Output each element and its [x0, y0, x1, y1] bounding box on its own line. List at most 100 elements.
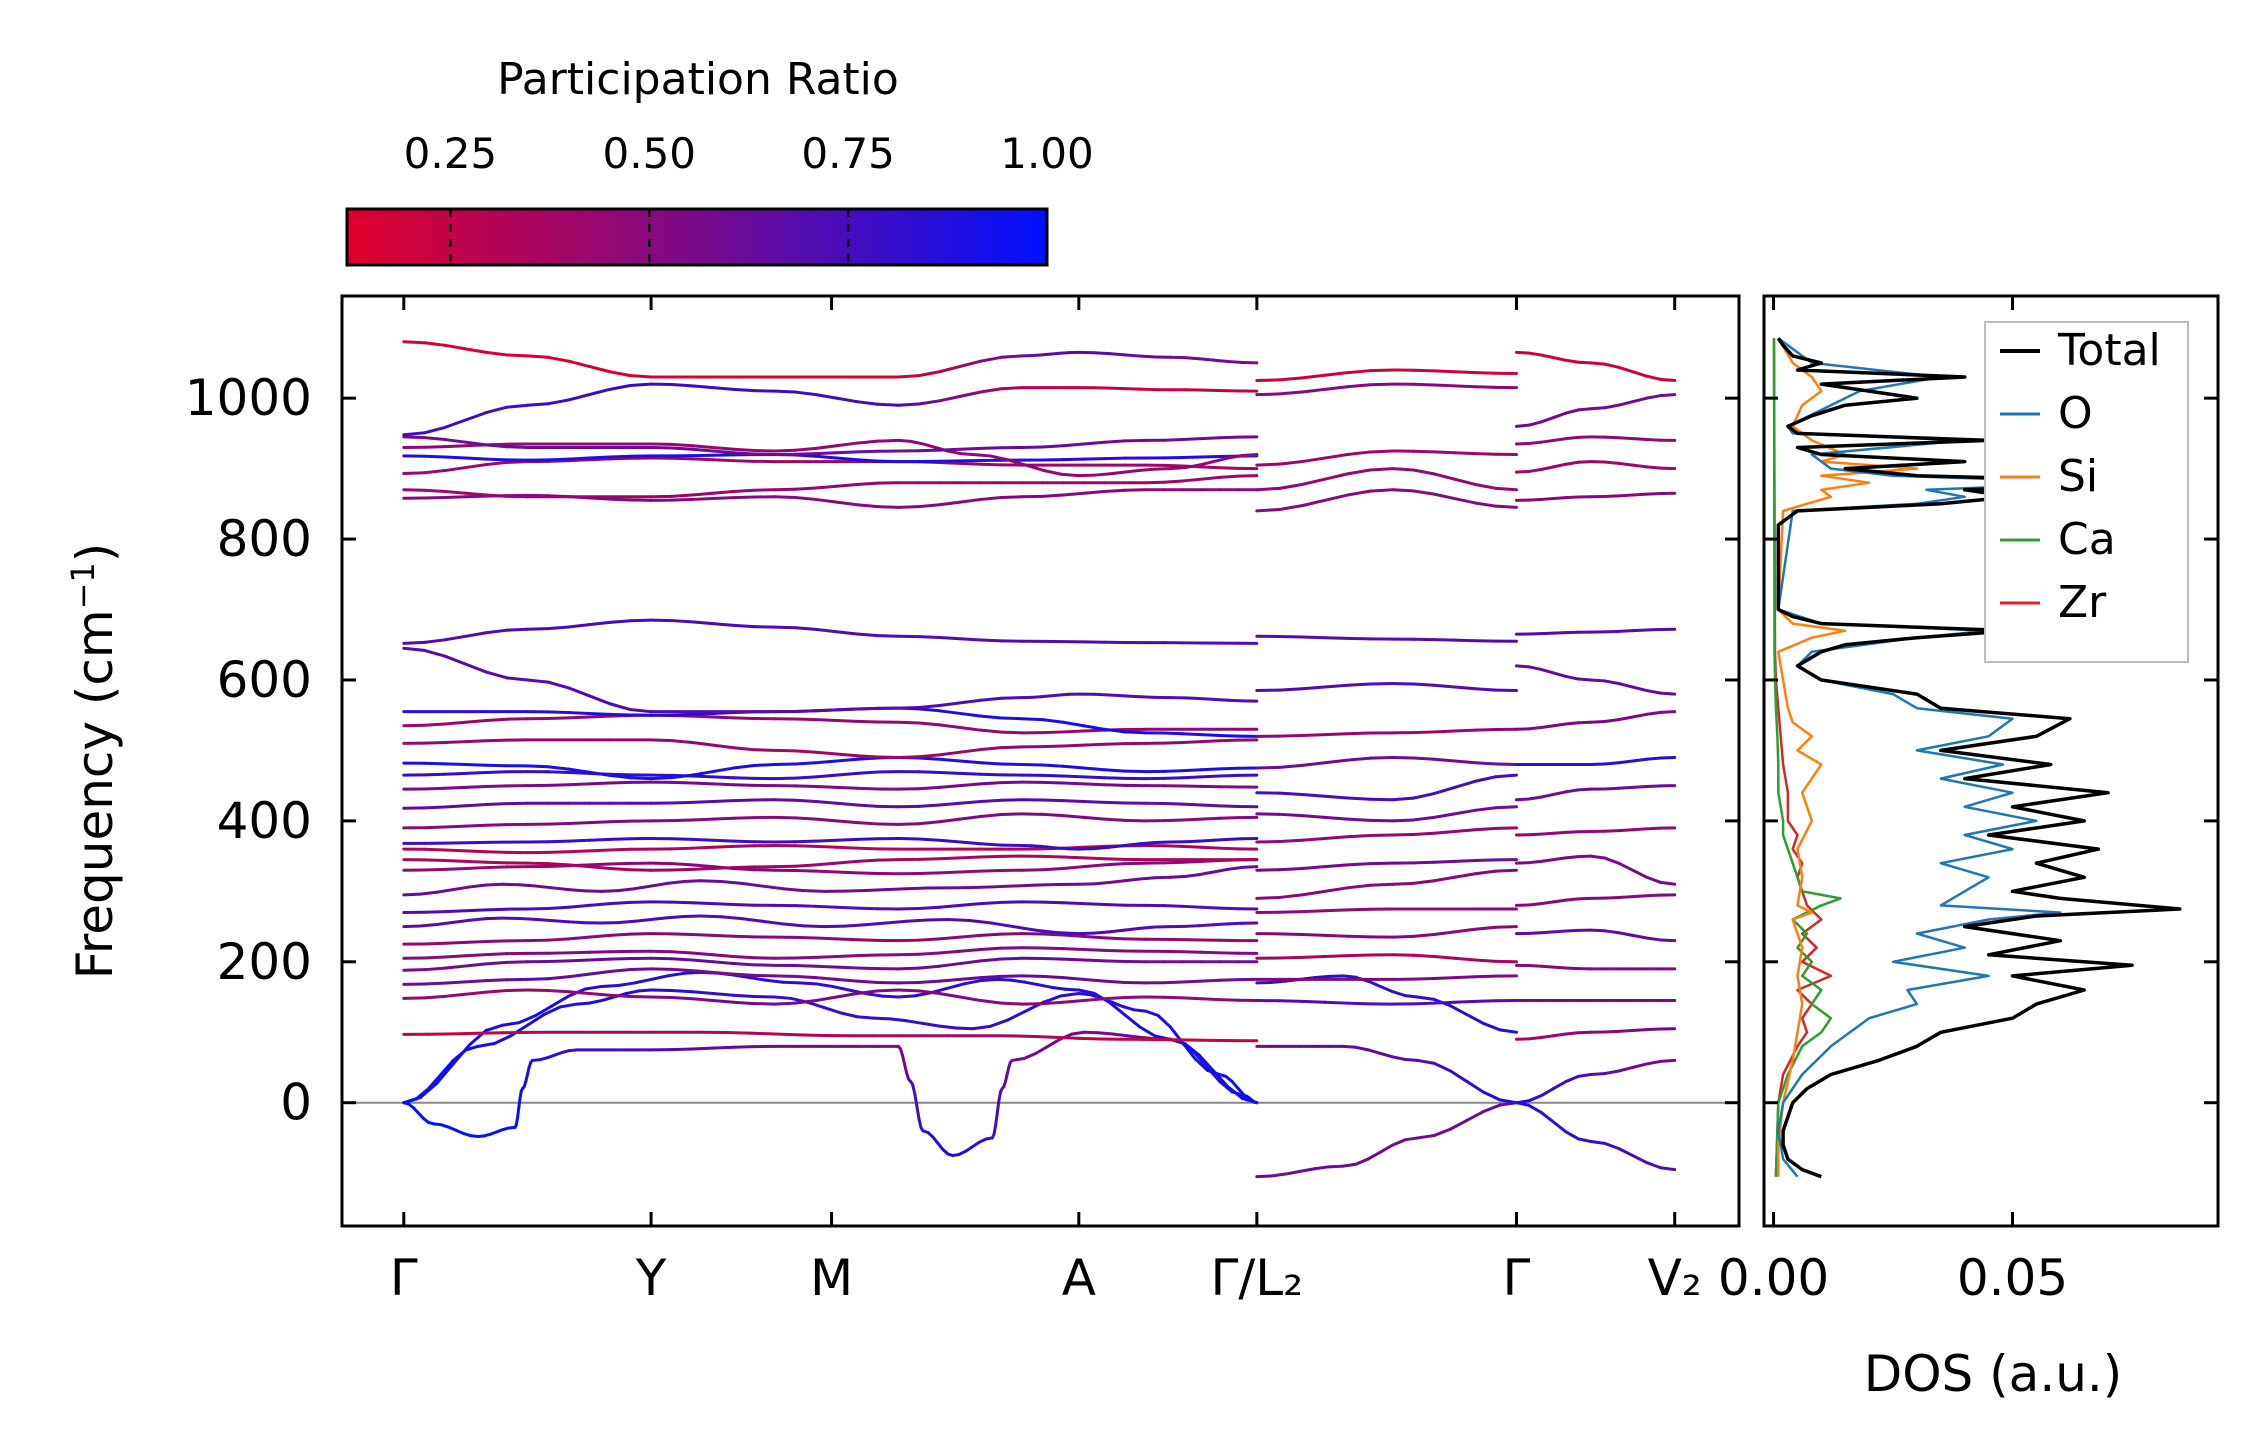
- band-segment: [896, 438, 913, 443]
- band-segment: [1659, 1166, 1677, 1172]
- band-segment: [1199, 803, 1222, 808]
- band-segment: [1092, 692, 1111, 697]
- band-segment: [958, 814, 983, 821]
- band-segment: [1212, 922, 1230, 927]
- band-segment: [1552, 790, 1568, 796]
- band-segment: [793, 955, 818, 960]
- band-segment: [1391, 796, 1415, 802]
- band-segment: [525, 678, 550, 684]
- band-seg3-17: [1514, 435, 1677, 446]
- band-segment: [979, 638, 1003, 643]
- band-segment: [670, 497, 694, 502]
- colorbar-tick-label: 0.75: [801, 129, 895, 178]
- band-segment: [1453, 999, 1477, 1004]
- band-segment: [1631, 685, 1649, 693]
- band-segment: [917, 837, 942, 842]
- band-segment: [1617, 400, 1635, 407]
- band-segment: [1589, 678, 1607, 683]
- band-segment: [1199, 816, 1222, 821]
- band-segment: [608, 619, 632, 624]
- band-segment: [835, 482, 859, 488]
- dos-x-tick-label: 0.05: [1957, 1249, 2068, 1307]
- band-segment: [917, 905, 942, 910]
- band-segment: [1603, 460, 1621, 465]
- x-tick-label: Y: [635, 1249, 667, 1307]
- band-segment: [1162, 438, 1185, 442]
- band-segment: [1617, 1065, 1635, 1073]
- band-segment: [938, 838, 962, 844]
- band-segment: [835, 992, 859, 999]
- band-segment: [979, 728, 1003, 734]
- band-segment: [979, 781, 1003, 786]
- band-segment: [1473, 452, 1498, 456]
- band-segment: [608, 837, 632, 841]
- band-segment: [855, 770, 880, 775]
- band-segment: [451, 1043, 472, 1066]
- band-segment: [711, 999, 735, 1004]
- band-opt-1050: [402, 340, 1259, 379]
- band-segment: [896, 988, 921, 993]
- band-segment: [1453, 759, 1477, 765]
- band-opt-190: [402, 956, 1259, 972]
- band-segment: [1323, 835, 1350, 840]
- band-segment: [1102, 488, 1127, 494]
- band-segment: [1323, 683, 1350, 689]
- band-segment: [793, 496, 818, 501]
- band-segment: [690, 444, 715, 449]
- band-segment: [1403, 1057, 1420, 1062]
- band-segment: [484, 350, 509, 357]
- band-segment: [1432, 383, 1457, 388]
- band-segment: [1539, 416, 1556, 424]
- band-segment: [402, 646, 426, 652]
- band-segment: [1346, 1001, 1372, 1006]
- band-segment: [1278, 460, 1304, 466]
- band-segment: [711, 766, 735, 774]
- band-segment: [731, 447, 756, 453]
- band-segment: [546, 716, 571, 720]
- band-segment: [731, 387, 756, 393]
- band-segment: [546, 457, 571, 462]
- band-segment: [830, 984, 851, 992]
- band-segment: [1059, 992, 1081, 998]
- band-segment: [1411, 682, 1436, 687]
- band-segment: [1645, 826, 1663, 831]
- band-seg2-11: [1255, 826, 1518, 844]
- band-segment: [711, 386, 735, 391]
- band-segment: [1576, 1137, 1593, 1143]
- band-segment: [1346, 833, 1372, 839]
- band-segment: [835, 785, 859, 790]
- band-segment: [793, 761, 818, 766]
- band-opt-465: [402, 770, 1259, 781]
- band-segment: [546, 905, 571, 910]
- band-segment: [711, 775, 735, 780]
- band-segment: [1197, 460, 1216, 467]
- band-segment: [1631, 370, 1649, 378]
- band-segment: [793, 798, 818, 804]
- band-segment: [587, 714, 612, 719]
- band-seg2-18: [1255, 488, 1518, 513]
- band-segment: [608, 932, 632, 937]
- band-segment: [1354, 1045, 1370, 1052]
- band-segment: [979, 746, 1003, 752]
- band-segment: [649, 738, 674, 743]
- band-segment: [608, 773, 632, 780]
- band-segment: [468, 917, 488, 922]
- band-segment: [1432, 492, 1457, 501]
- band-segment: [1411, 368, 1436, 373]
- band-segment: [1432, 829, 1457, 835]
- band-segment: [587, 455, 612, 460]
- band-segment: [608, 456, 632, 461]
- band-segment: [1156, 1013, 1172, 1029]
- band-segment: [525, 977, 550, 981]
- band-segment: [876, 634, 900, 638]
- band-segment: [814, 627, 839, 634]
- band-segment: [516, 1106, 521, 1120]
- band-opt-345: [402, 854, 1259, 872]
- band-segment: [550, 886, 571, 892]
- legend-label-o: O: [2058, 388, 2093, 439]
- band-segment: [1218, 804, 1240, 809]
- band-segment: [1411, 792, 1436, 800]
- band-segment: [1041, 444, 1065, 449]
- band-segment: [670, 493, 694, 498]
- band-seg2-9: [1255, 868, 1518, 900]
